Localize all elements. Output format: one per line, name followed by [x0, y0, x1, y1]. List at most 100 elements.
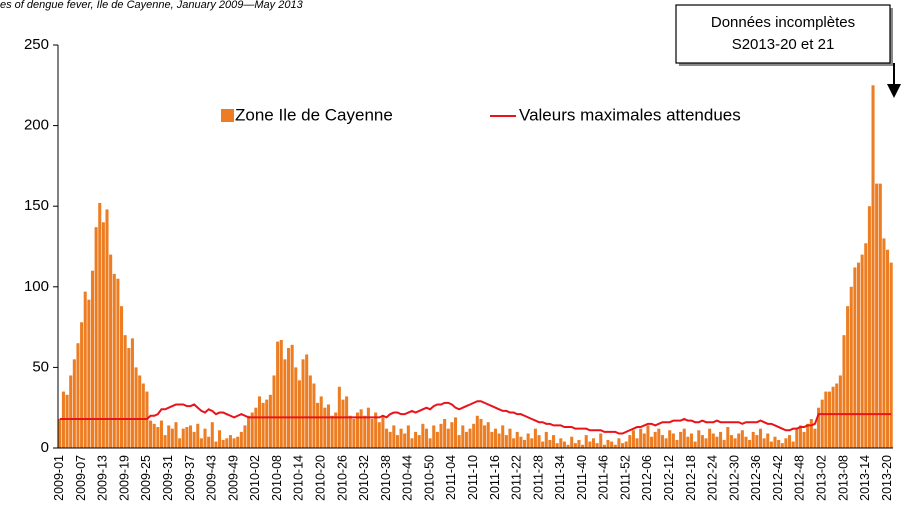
bar	[824, 391, 828, 448]
bar	[660, 435, 664, 448]
bar	[330, 415, 334, 448]
bar	[185, 427, 189, 448]
bar	[254, 407, 258, 448]
x-tick-label: 2011-52	[618, 455, 632, 500]
bar	[243, 425, 247, 448]
bar	[617, 438, 621, 448]
bar	[196, 423, 200, 448]
y-tick-label: 100	[24, 278, 49, 295]
bar	[817, 407, 821, 448]
bar	[87, 299, 91, 448]
x-tick-label: 2011-16	[488, 455, 502, 500]
y-tick-label: 250	[24, 36, 49, 53]
x-tick-label: 2009-25	[139, 455, 153, 501]
bar	[668, 430, 672, 448]
bar	[127, 348, 131, 448]
bar	[639, 428, 643, 448]
bar	[820, 399, 824, 448]
bar	[559, 438, 563, 448]
x-tick-label: 2010-08	[270, 455, 284, 501]
bar	[236, 436, 240, 448]
bar	[218, 430, 222, 448]
bar	[76, 343, 80, 448]
bar	[323, 407, 327, 448]
bar	[341, 399, 345, 448]
bar	[287, 348, 291, 448]
bar	[548, 439, 552, 448]
legend-swatch	[221, 109, 234, 122]
bar	[577, 439, 581, 448]
bar	[566, 444, 570, 448]
bar	[363, 415, 367, 448]
bar	[297, 380, 301, 448]
bar	[417, 435, 421, 448]
bar	[682, 428, 686, 448]
bar	[443, 418, 447, 448]
bar	[308, 375, 312, 448]
y-tick-label: 150	[24, 197, 49, 214]
bar	[671, 433, 675, 448]
x-tick-label: 2010-14	[292, 455, 306, 501]
bar	[257, 396, 262, 448]
bar	[290, 344, 294, 448]
bar	[461, 425, 465, 448]
bar	[878, 183, 882, 448]
x-tick-label: 2010-26	[335, 455, 349, 501]
x-tick-label: 2011-40	[575, 455, 589, 500]
bar	[831, 386, 835, 448]
x-tick-label: 2013-02	[815, 455, 829, 501]
bar	[497, 433, 501, 448]
bar	[355, 412, 360, 448]
x-tick-label: 2010-38	[379, 455, 393, 501]
bar	[526, 433, 530, 448]
bar	[464, 431, 468, 448]
bar	[334, 412, 338, 448]
bar	[552, 435, 556, 448]
bar	[490, 431, 494, 448]
bar	[149, 420, 153, 448]
x-tick-label: 2010-32	[357, 455, 371, 501]
bar	[646, 425, 650, 448]
bar	[450, 422, 454, 448]
bar	[813, 428, 817, 448]
bar	[472, 423, 476, 448]
bar	[697, 430, 701, 448]
bar	[410, 438, 414, 448]
plot-area: 0 50 100 150 200 250 2009-01 2009-07 2009-13 2009…	[24, 36, 894, 501]
bar	[766, 433, 770, 448]
bar	[846, 306, 850, 448]
bar	[435, 431, 439, 448]
bar	[889, 262, 893, 448]
x-tick-label: 2009-43	[205, 455, 219, 501]
bar	[134, 367, 138, 448]
bar	[650, 436, 654, 448]
bar	[860, 254, 864, 448]
x-tick-label: 2009-49	[226, 455, 240, 501]
legend-label: Zone Ile de Cayenne	[235, 105, 393, 124]
bar	[610, 441, 614, 448]
y-tick-label: 50	[32, 358, 49, 375]
bar	[381, 415, 385, 448]
bar	[105, 209, 109, 448]
bar	[737, 433, 741, 448]
bar	[468, 428, 472, 448]
bar	[719, 431, 723, 448]
bar	[722, 439, 726, 448]
y-tick-label: 200	[24, 117, 49, 134]
bar	[276, 341, 280, 448]
bar	[733, 438, 737, 448]
bar	[138, 375, 142, 448]
bar	[232, 438, 236, 448]
bar	[624, 441, 628, 448]
bar	[635, 438, 639, 448]
bar	[842, 335, 846, 448]
chart-title: es of dengue fever, Ile de Cayenne, Janu…	[0, 0, 304, 11]
bar	[210, 422, 214, 448]
bar	[541, 441, 545, 448]
bar	[708, 428, 712, 448]
bar	[424, 428, 429, 448]
bar	[544, 431, 548, 448]
bar	[181, 428, 185, 448]
bar	[294, 367, 298, 448]
annotation-box	[675, 4, 891, 64]
